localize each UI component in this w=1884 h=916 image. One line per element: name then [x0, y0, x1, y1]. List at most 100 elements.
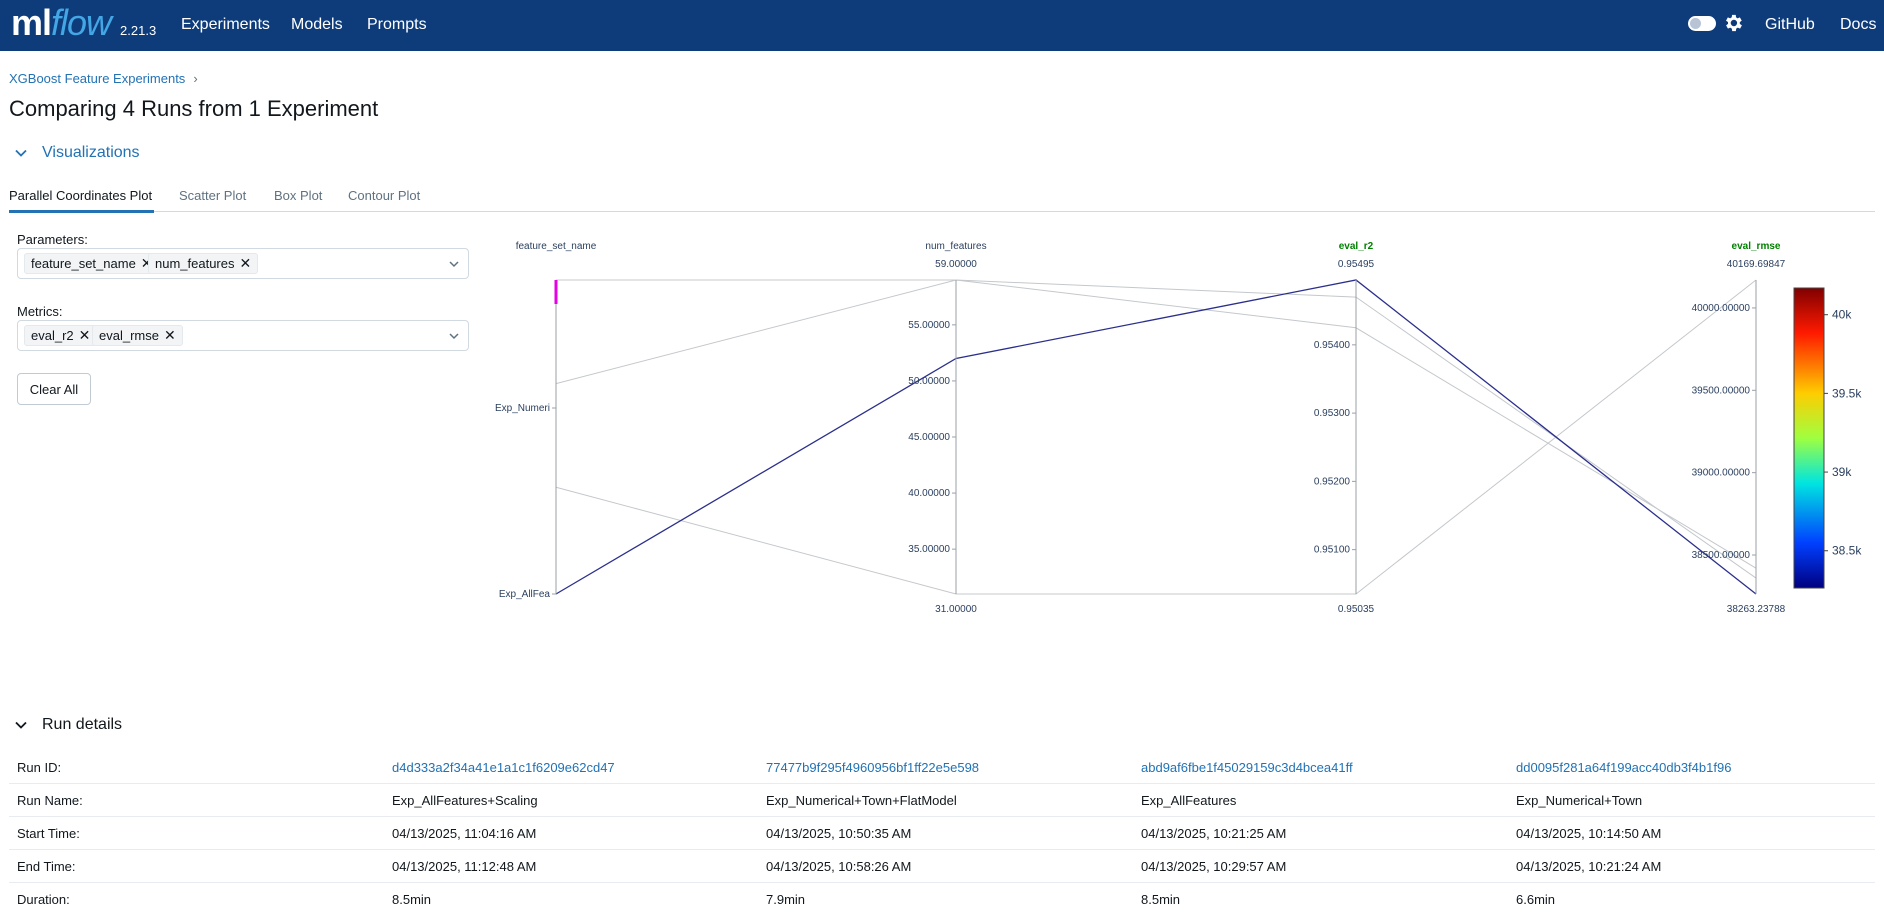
chevron-down-icon[interactable] [448, 258, 460, 270]
axis-title: eval_rmse [1732, 241, 1781, 252]
axis-max-label: 59.00000 [935, 259, 977, 270]
chip-label: eval_r2 [31, 328, 74, 343]
run-line[interactable] [555, 279, 1757, 579]
visualizations-toggle[interactable]: Visualizations [14, 144, 140, 162]
chip-label: eval_rmse [99, 328, 159, 343]
axis-min-label: 38263.23788 [1727, 604, 1786, 615]
gear-icon[interactable] [1722, 12, 1744, 34]
table-cell: Exp_Numerical+Town+FlatModel [766, 793, 957, 808]
parallel-coordinates-plot[interactable]: feature_set_name Exp_AllFea Exp_Numeri num_… [480, 232, 1880, 632]
row-label: Start Time: [17, 826, 80, 841]
table-cell: 04/13/2025, 11:04:16 AM [392, 826, 537, 841]
tab-scatter-plot[interactable]: Scatter Plot [179, 188, 247, 203]
run-id-link[interactable]: abd9af6fbe1f45029159c3d4bcea41ff [1141, 760, 1353, 775]
tick-label: 55.00000 [908, 320, 950, 331]
table-row: Start Time: 04/13/2025, 11:04:16 AM 04/1… [9, 817, 1875, 850]
breadcrumb: XGBoost Feature Experiments › [9, 71, 198, 86]
axis-title: num_features [925, 241, 986, 252]
tab-parallel-coordinates[interactable]: Parallel Coordinates Plot [9, 188, 153, 203]
close-icon[interactable]: ✕ [140, 255, 153, 271]
table-row: Run Name: Exp_AllFeatures+Scaling Exp_Nu… [9, 784, 1875, 817]
nav-models[interactable]: Models [291, 16, 343, 33]
colorbar-tick-label: 39k [1832, 465, 1852, 479]
axis-min-label: 0.95035 [1338, 604, 1375, 615]
chevron-down-icon [15, 149, 27, 157]
metrics-label: Metrics: [17, 304, 63, 319]
highlighted-run-line[interactable] [555, 279, 1757, 595]
tick-label: 35.00000 [908, 544, 950, 555]
mlflow-logo[interactable]: ml flow 2.21.3 [11, 2, 156, 44]
axis-title: feature_set_name [516, 241, 597, 252]
theme-toggle-icon[interactable] [1688, 16, 1716, 31]
parameter-chip: feature_set_name ✕ [24, 253, 160, 274]
top-navbar: ml flow 2.21.3 Experiments Models Prompt… [0, 0, 1884, 51]
table-cell: 04/13/2025, 10:50:35 AM [766, 826, 912, 841]
visualization-tabs: Parallel Coordinates Plot Scatter Plot B… [9, 184, 1875, 213]
run-line[interactable] [555, 279, 1757, 595]
row-label: Run ID: [17, 760, 62, 775]
parameters-select[interactable]: feature_set_name ✕ num_features ✕ [17, 248, 469, 279]
metrics-select[interactable]: eval_r2 ✕ eval_rmse ✕ [17, 320, 469, 351]
tick-label: 0.95100 [1314, 545, 1351, 556]
close-icon[interactable]: ✕ [239, 255, 252, 271]
axis-max-label: 0.95495 [1338, 259, 1375, 270]
table-cell: 8.5min [1141, 892, 1181, 907]
tick-label: 0.95300 [1314, 408, 1351, 419]
tick-label: 45.00000 [908, 432, 950, 443]
table-cell: 04/13/2025, 10:14:50 AM [1516, 826, 1662, 841]
colorbar-tick-label: 38.5k [1832, 544, 1862, 558]
chevron-down-icon [15, 721, 27, 729]
close-icon[interactable]: ✕ [163, 327, 176, 343]
table-cell: 8.5min [392, 892, 432, 907]
logo-ml-text: ml [11, 2, 52, 43]
tick-label: 39000.00000 [1692, 468, 1751, 479]
run-line[interactable] [556, 279, 1757, 569]
nav-prompts[interactable]: Prompts [367, 16, 427, 33]
tick-label: 38500.00000 [1692, 550, 1751, 561]
table-cell: 04/13/2025, 10:21:24 AM [1516, 859, 1662, 874]
tick-label: 50.00000 [908, 376, 950, 387]
axis-title: eval_r2 [1339, 241, 1374, 252]
axis-brush-highlight[interactable] [554, 280, 558, 304]
parameter-chip: num_features ✕ [148, 253, 259, 274]
logo-flow-text: flow [51, 2, 112, 43]
chip-label: num_features [155, 256, 235, 271]
colorbar [1793, 287, 1825, 589]
github-link[interactable]: GitHub [1765, 16, 1815, 33]
axis-max-label: 40169.69847 [1727, 259, 1786, 270]
table-row: End Time: 04/13/2025, 11:12:48 AM 04/13/… [9, 850, 1875, 883]
table-cell: 04/13/2025, 10:58:26 AM [766, 859, 912, 874]
clear-all-button[interactable]: Clear All [17, 373, 91, 405]
row-label: Run Name: [17, 793, 83, 808]
tick-label: 0.95400 [1314, 340, 1351, 351]
breadcrumb-experiment-link[interactable]: XGBoost Feature Experiments [9, 71, 186, 86]
close-icon[interactable]: ✕ [78, 327, 91, 343]
axis-min-label: 31.00000 [935, 604, 977, 615]
parameters-label: Parameters: [17, 232, 88, 247]
run-id-link[interactable]: 77477b9f295f4960956bf1ff22e5e598 [766, 760, 980, 775]
chip-label: feature_set_name [31, 256, 136, 271]
run-id-link[interactable]: d4d333a2f34a41e1a1c1f6209e62cd47 [392, 760, 615, 775]
chevron-down-icon[interactable] [448, 330, 460, 342]
table-cell: 04/13/2025, 10:29:57 AM [1141, 859, 1287, 874]
metric-chip: eval_rmse ✕ [92, 325, 183, 346]
run-id-link[interactable]: dd0095f281a64f199acc40db3f4b1f96 [1516, 760, 1732, 775]
docs-link[interactable]: Docs [1840, 16, 1877, 33]
table-cell: 6.6min [1516, 892, 1556, 907]
run-details-toggle[interactable]: Run details [14, 716, 122, 734]
active-tab-indicator [9, 210, 154, 213]
nav-experiments[interactable]: Experiments [181, 16, 270, 33]
tab-box-plot[interactable]: Box Plot [274, 188, 323, 203]
version-label: 2.21.3 [120, 23, 157, 38]
table-cell: 7.9min [766, 892, 806, 907]
table-row: Run ID: d4d333a2f34a41e1a1c1f6209e62cd47… [9, 751, 1875, 784]
colorbar-tick-label: 39.5k [1832, 386, 1862, 400]
tab-contour-plot[interactable]: Contour Plot [348, 188, 421, 203]
row-label: End Time: [17, 859, 76, 874]
tick-label: 40000.00000 [1692, 303, 1751, 314]
breadcrumb-separator: › [193, 71, 198, 86]
tick-label: 39500.00000 [1692, 385, 1751, 396]
row-label: Duration: [17, 892, 70, 907]
table-cell: 04/13/2025, 11:12:48 AM [392, 859, 537, 874]
tick-label: 40.00000 [908, 488, 950, 499]
